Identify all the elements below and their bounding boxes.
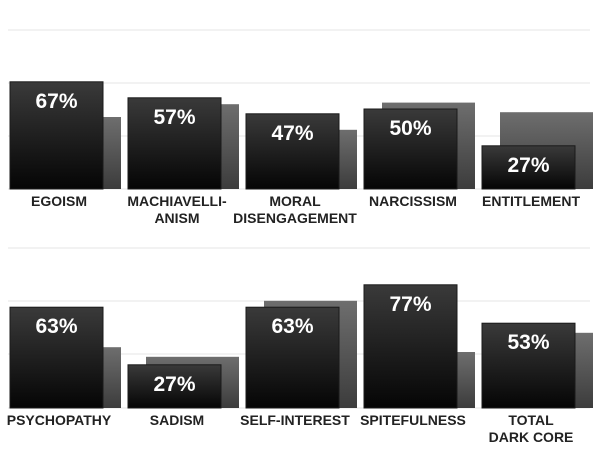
bars bbox=[9, 81, 593, 409]
primary-bar bbox=[9, 81, 104, 190]
value-label: 53% bbox=[507, 331, 549, 354]
value-label: 50% bbox=[389, 117, 431, 140]
value-label: 27% bbox=[153, 373, 195, 396]
category-label: MORAL bbox=[269, 193, 321, 209]
category-label: SADISM bbox=[150, 412, 204, 428]
primary-bar bbox=[363, 284, 458, 409]
category-label: EGOISM bbox=[31, 193, 87, 209]
category-label: TOTAL bbox=[508, 412, 554, 428]
value-label: 47% bbox=[271, 122, 313, 145]
primary-bar bbox=[245, 306, 340, 409]
value-label: 63% bbox=[271, 315, 313, 338]
category-label: PSYCHOPATHY bbox=[7, 412, 112, 428]
category-label: SPITEFULNESS bbox=[360, 412, 466, 428]
value-label: 67% bbox=[35, 90, 77, 113]
category-label: DARK CORE bbox=[489, 429, 574, 445]
category-label: NARCISSISM bbox=[369, 193, 457, 209]
primary-bar bbox=[127, 364, 222, 409]
primary-bar bbox=[363, 108, 458, 190]
labels: 67% EGOISM 57% MACHIAVELLI-ANISM 47% MORALDIS… bbox=[7, 90, 581, 445]
primary-bar bbox=[9, 306, 104, 409]
value-label: 77% bbox=[389, 293, 431, 316]
category-label: MACHIAVELLI- bbox=[127, 193, 227, 209]
primary-bar bbox=[127, 97, 222, 190]
value-label: 63% bbox=[35, 315, 77, 338]
category-label: DISENGAGEMENT bbox=[233, 210, 357, 226]
primary-bar bbox=[245, 113, 340, 190]
primary-bar bbox=[481, 322, 576, 409]
category-label: ANISM bbox=[154, 210, 199, 226]
value-label: 27% bbox=[507, 154, 549, 177]
value-label: 57% bbox=[153, 106, 195, 129]
primary-bar bbox=[481, 145, 576, 190]
category-label: ENTITLEMENT bbox=[482, 193, 580, 209]
category-label: SELF-INTEREST bbox=[240, 412, 350, 428]
